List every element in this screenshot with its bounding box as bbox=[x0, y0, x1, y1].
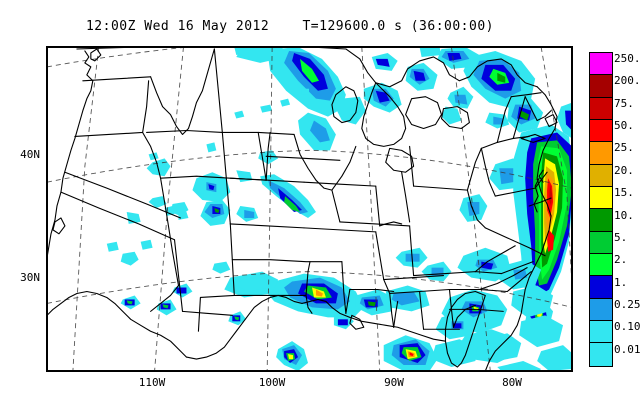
x-axis-tick-110w: 110W bbox=[138, 376, 166, 389]
colorbar-tick-labels: 250. 200. 75. 50. 25. 20. 15. 10. 5. 2. 1. 0.25 0.10… bbox=[614, 44, 640, 374]
colorbar-band-10 bbox=[590, 209, 612, 232]
colorbar-band-5 bbox=[590, 231, 612, 255]
colorbar-tick-25: 25. bbox=[614, 141, 634, 155]
chart-title: 12:00Z Wed 16 May 2012 T=129600.0 s (36:… bbox=[85, 19, 494, 34]
map-canvas bbox=[47, 47, 572, 371]
colorbar-band-50 bbox=[590, 120, 612, 143]
colorbar-tick-250: 250. bbox=[614, 52, 640, 65]
colorbar-tick-50: 50. bbox=[614, 119, 634, 133]
colorbar-band-001 bbox=[590, 343, 612, 366]
x-axis-tick-100w: 100W bbox=[258, 376, 286, 389]
colorbar-tick-200: 200. bbox=[614, 74, 640, 88]
colorbar-band-2 bbox=[590, 254, 612, 277]
colorbar-tick-20: 20. bbox=[614, 163, 634, 177]
y-axis-tick-40n: 40N bbox=[20, 148, 40, 161]
colorbar-band-010 bbox=[590, 321, 612, 344]
precip-region-upper-midwest bbox=[236, 47, 366, 151]
colorbar-band-15 bbox=[590, 187, 612, 210]
colorbar-tick-1: 1. bbox=[614, 275, 628, 289]
x-axis-tick-80w: 80W bbox=[502, 376, 522, 389]
colorbar-tick-025: 0.25 bbox=[614, 297, 640, 311]
colorbar-tick-10: 10. bbox=[614, 208, 634, 222]
colorbar-tick-5: 5. bbox=[614, 230, 628, 244]
precipitation-field bbox=[106, 47, 572, 371]
precip-region-northeast bbox=[419, 47, 544, 133]
colorbar-tick-15: 15. bbox=[614, 186, 634, 200]
colorbar-tick-75: 75. bbox=[614, 96, 634, 110]
y-axis-tick-30n: 30N bbox=[20, 271, 40, 284]
precip-region-gulf-coast bbox=[224, 271, 430, 330]
precipitation-colorbar bbox=[589, 52, 613, 367]
colorbar-tick-010: 0.10 bbox=[614, 320, 640, 334]
colorbar-tick-001: 0.01 bbox=[614, 342, 640, 356]
colorbar-band-1 bbox=[590, 276, 612, 299]
colorbar-band-25 bbox=[590, 142, 612, 165]
map-plot-area bbox=[46, 46, 573, 372]
colorbar-band-200 bbox=[590, 75, 612, 98]
precip-region-great-lakes bbox=[126, 52, 474, 224]
x-axis-tick-90w: 90W bbox=[384, 376, 404, 389]
colorbar-band-025 bbox=[590, 298, 612, 322]
colorbar-band-75 bbox=[590, 97, 612, 121]
precip-region-southwest bbox=[106, 239, 153, 266]
colorbar-band-20 bbox=[590, 164, 612, 188]
colorbar-band-250 bbox=[590, 53, 612, 76]
colorbar-tick-2: 2. bbox=[614, 253, 628, 267]
precip-region-ohio-valley bbox=[236, 170, 316, 222]
